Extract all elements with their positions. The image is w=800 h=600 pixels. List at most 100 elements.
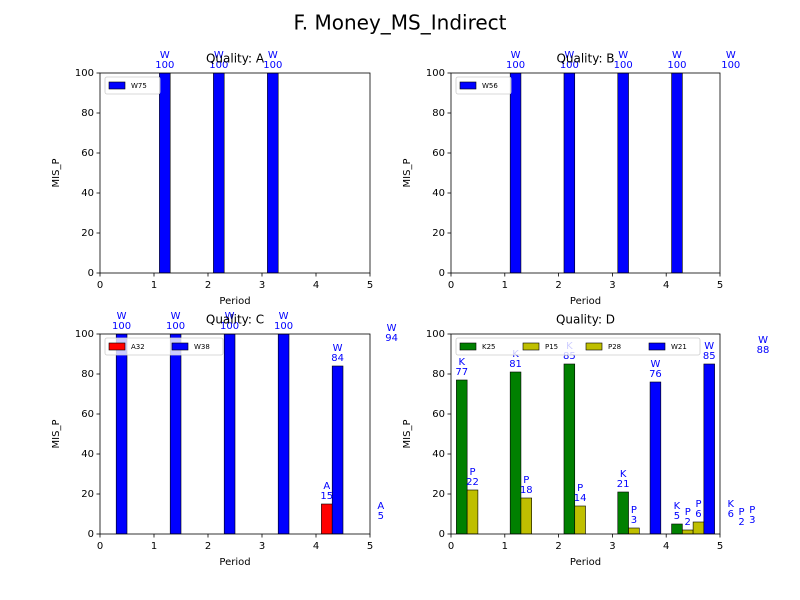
bar (574, 505, 586, 534)
value-label: 21 (617, 479, 630, 490)
value-label: 100 (721, 60, 740, 71)
value-label: 84 (331, 353, 344, 364)
value-label: 22 (466, 477, 479, 488)
value-label: 85 (703, 351, 716, 362)
bar (682, 529, 694, 534)
x-tick-label: 1 (502, 280, 508, 291)
y-tick-label: 60 (81, 409, 94, 420)
value-label-letter: W (650, 359, 660, 370)
y-tick-label: 0 (439, 268, 445, 279)
bar (159, 73, 171, 273)
bar (692, 521, 705, 534)
value-label: 14 (574, 493, 587, 504)
bar (725, 73, 736, 273)
value-label: 100 (166, 321, 185, 332)
y-tick-label: 20 (81, 228, 94, 239)
x-tick-label: 5 (717, 541, 723, 552)
legend-swatch (648, 342, 666, 351)
x-tick-label: 0 (448, 280, 454, 291)
value-label: 81 (509, 359, 522, 370)
y-tick-label: 60 (432, 148, 445, 159)
y-tick-label: 80 (81, 369, 94, 380)
value-label: 100 (220, 321, 239, 332)
bar (321, 503, 333, 534)
x-tick-label: 5 (717, 280, 723, 291)
y-tick-label: 40 (81, 188, 94, 199)
value-label: 94 (385, 333, 398, 344)
x-tick-label: 5 (367, 280, 373, 291)
y-axis-label: MIS_P (402, 159, 413, 188)
value-label-letter: P (631, 505, 637, 516)
plot-area (456, 358, 769, 534)
x-tick-label: 2 (555, 541, 561, 552)
bar (331, 365, 344, 534)
value-label: 2 (685, 517, 691, 528)
legend-label: W75 (131, 82, 147, 90)
bar (267, 73, 279, 273)
bar (386, 346, 397, 534)
bar (169, 334, 182, 534)
legend-swatch (522, 342, 540, 351)
value-label-letter: A (377, 501, 384, 512)
bar (747, 528, 758, 534)
subplot-title: Quality: A (206, 52, 265, 66)
bar (115, 334, 128, 534)
figure-title: F. Money_MS_Indirect (293, 11, 506, 35)
legend-swatch (459, 81, 477, 90)
value-label-letter: W (511, 50, 521, 61)
bar (563, 363, 576, 534)
value-label-letter: W (704, 341, 714, 352)
y-tick-label: 0 (88, 268, 94, 279)
legend-box (104, 337, 224, 356)
y-axis-label: MIS_P (51, 420, 62, 449)
bar (466, 489, 479, 534)
x-tick-label: 2 (205, 280, 211, 291)
subplot-title: Quality: B (556, 52, 614, 66)
legend-swatch (585, 342, 603, 351)
y-tick-label: 80 (81, 108, 94, 119)
x-tick-label: 4 (663, 541, 669, 552)
legend-box (455, 76, 512, 95)
value-label-letter: W (160, 50, 170, 61)
legend-label: W21 (671, 343, 687, 351)
y-tick-label: 100 (75, 68, 94, 79)
value-label: 2 (738, 517, 744, 528)
bar (223, 334, 236, 534)
x-tick-label: 2 (205, 541, 211, 552)
y-tick-label: 20 (432, 228, 445, 239)
value-label-letter: W (171, 311, 181, 322)
bar (509, 73, 522, 273)
y-tick-label: 20 (432, 489, 445, 500)
y-tick-label: 40 (432, 449, 445, 460)
x-axis-label: Period (570, 557, 601, 568)
x-tick-label: 3 (259, 280, 265, 291)
legend-swatch (108, 342, 126, 351)
axes-frame (99, 333, 371, 535)
value-label-letter: A (323, 481, 330, 492)
x-axis-label: Period (219, 296, 250, 307)
axes-frame (450, 72, 721, 274)
y-tick-label: 100 (426, 68, 445, 79)
value-label-letter: W (214, 50, 224, 61)
value-label: 3 (631, 515, 637, 526)
value-label: 6 (695, 509, 701, 520)
value-label-letter: K (674, 501, 681, 512)
bar (213, 73, 225, 273)
bar (758, 358, 769, 534)
y-tick-label: 60 (432, 409, 445, 420)
value-label: 100 (263, 60, 282, 71)
legend-swatch (459, 342, 477, 351)
subplot-title: Quality: C (206, 313, 264, 327)
y-tick-label: 0 (439, 529, 445, 540)
axes-frame (450, 333, 721, 535)
bar (671, 523, 683, 534)
value-label: 100 (560, 60, 579, 71)
x-tick-label: 0 (97, 280, 103, 291)
y-tick-label: 20 (81, 489, 94, 500)
bar (649, 381, 662, 534)
value-label: 85 (563, 351, 576, 362)
value-label-letter: P (739, 507, 745, 518)
value-label-letter: W (279, 311, 289, 322)
value-label: 100 (667, 60, 686, 71)
